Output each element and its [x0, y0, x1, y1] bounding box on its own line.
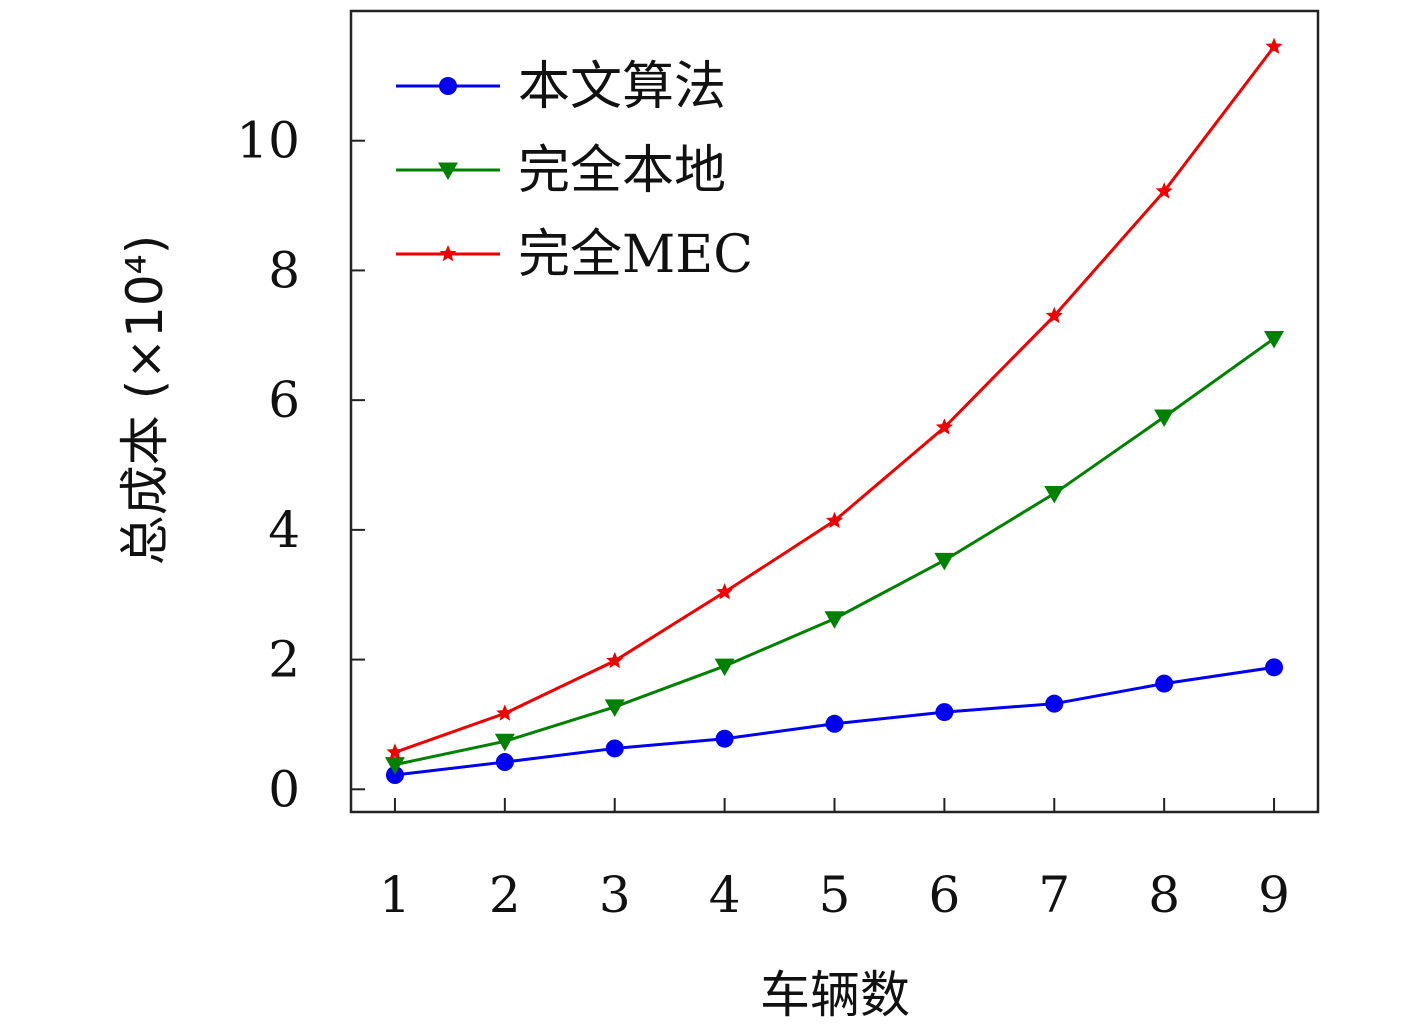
data-point: [1044, 486, 1065, 504]
y-axis-label: 总成本 (×10⁴): [116, 235, 174, 565]
x-tick-label: 5: [819, 866, 851, 924]
y-tick-label: 2: [268, 631, 300, 689]
legend-label: 完全MEC: [518, 225, 753, 285]
data-point: [825, 511, 844, 529]
data-point: [934, 552, 955, 571]
legend-label: 完全本地: [518, 141, 726, 201]
data-point: [384, 757, 405, 775]
series-3: [386, 37, 1283, 760]
data-point: [716, 583, 734, 600]
data-point: [386, 743, 404, 760]
y-tick-label: 0: [268, 760, 300, 818]
data-point: [1265, 658, 1284, 677]
y-tick-label: 4: [268, 501, 300, 559]
data-point: [385, 766, 404, 785]
data-point: [935, 418, 953, 435]
data-point: [495, 753, 514, 772]
legend-marker: [439, 77, 457, 95]
series-line: [394, 337, 1275, 767]
x-tick-label: 3: [599, 866, 631, 924]
legend-marker: [438, 162, 458, 180]
data-point: [1045, 694, 1064, 713]
data-point: [1265, 37, 1283, 54]
data-point: [604, 699, 625, 717]
data-point: [714, 658, 735, 677]
data-point: [1264, 331, 1285, 349]
data-point: [1155, 674, 1174, 693]
x-tick-label: 2: [489, 866, 521, 924]
legend-entry: 完全MEC: [396, 225, 753, 285]
x-tick-label: 8: [1148, 866, 1180, 924]
legend-label: 本文算法: [518, 57, 726, 117]
y-tick-label: 6: [268, 371, 300, 429]
x-tick-label: 6: [928, 866, 960, 924]
legend-marker: [439, 245, 457, 262]
data-point: [715, 729, 734, 748]
x-axis-label: 车辆数: [760, 966, 910, 1024]
legend-entry: 本文算法: [396, 57, 726, 117]
series-2: [384, 331, 1285, 775]
y-tick-label: 10: [236, 112, 300, 170]
x-tick-label: 7: [1038, 866, 1070, 924]
data-point: [935, 703, 954, 722]
data-point: [496, 704, 514, 721]
series-group: [384, 37, 1285, 785]
series-1: [385, 658, 1284, 785]
axis-ticks: 1 2 3 4 5 6 7 8 9 0 2 4 6 8 10: [236, 112, 1290, 924]
x-tick-label: 4: [709, 866, 741, 924]
data-point: [1154, 409, 1175, 428]
axis-labels: 车辆数 总成本 (×10⁴): [116, 235, 910, 1024]
data-point: [1155, 182, 1173, 199]
y-tick-label: 8: [268, 241, 300, 299]
data-point: [605, 739, 624, 758]
data-point: [494, 733, 515, 752]
data-point: [606, 651, 624, 669]
x-tick-label: 9: [1258, 866, 1290, 924]
x-tick-label: 1: [379, 866, 411, 924]
data-point: [825, 714, 844, 733]
legend-entry: 完全本地: [396, 141, 726, 201]
data-point: [1045, 306, 1063, 324]
data-point: [824, 611, 845, 629]
